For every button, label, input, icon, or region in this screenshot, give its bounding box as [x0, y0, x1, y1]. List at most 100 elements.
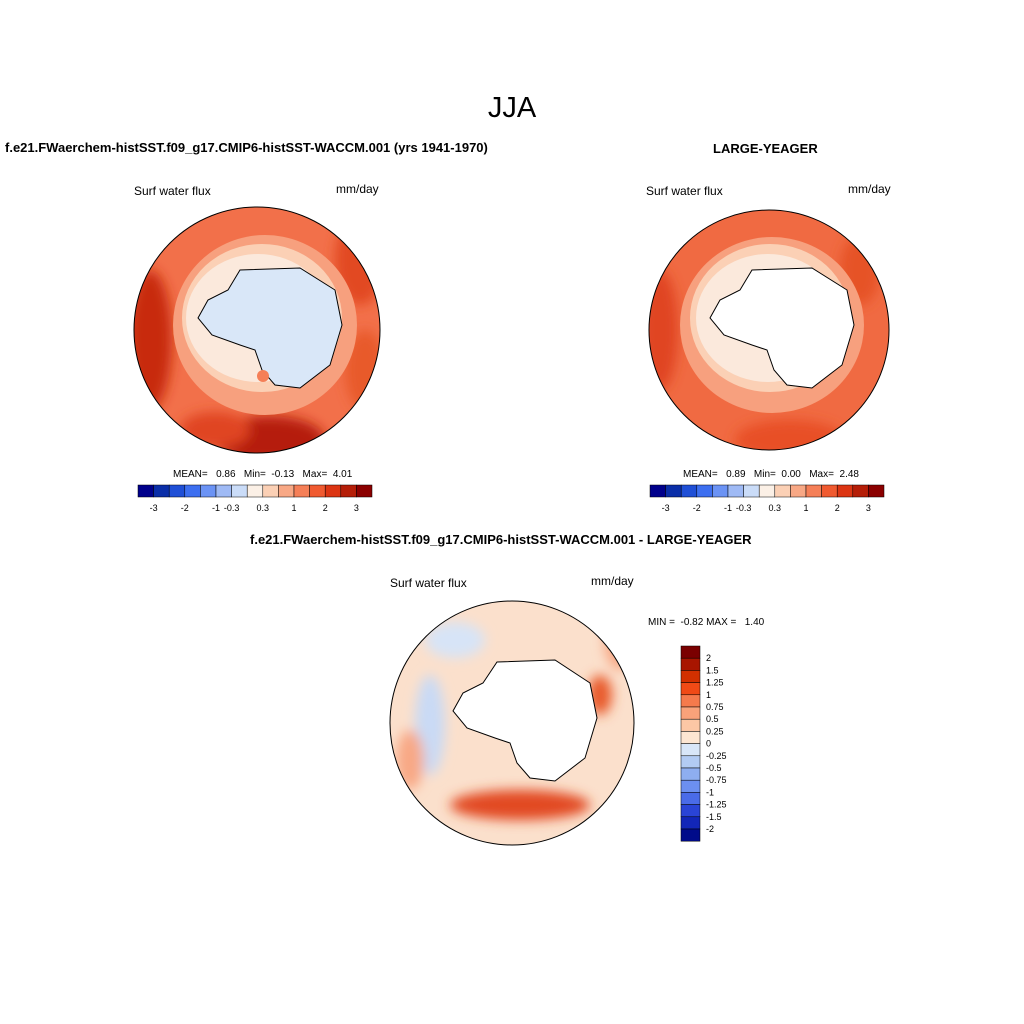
colorbar-tick-label: -0.5 [706, 763, 722, 773]
panel1-map-border [133, 206, 381, 454]
min-label: Min= [243, 469, 266, 480]
colorbar-swatch [184, 484, 201, 498]
colorbar-tick-label: -2 [181, 503, 189, 513]
colorbar-swatch [821, 484, 838, 498]
mean-label: MEAN= [173, 469, 208, 480]
colorbar-swatch [680, 670, 701, 683]
panel1-title: f.e21.FWaerchem-histSST.f09_g17.CMIP6-hi… [5, 140, 488, 155]
colorbar-swatch [278, 484, 295, 498]
colorbar-swatch [649, 484, 666, 498]
colorbar-tick-label: -1.25 [706, 800, 727, 810]
colorbar-swatch [680, 755, 701, 769]
colorbar-tick-label: 1 [803, 503, 808, 513]
panel2-title: LARGE-YEAGER [713, 141, 818, 156]
max-value: 2.48 [839, 469, 859, 480]
panel3-variable-label: Surf water flux [390, 576, 467, 590]
min-value: 0.00 [781, 469, 801, 480]
colorbar-tick-label: 0.25 [706, 726, 724, 736]
colorbar-swatch [340, 484, 357, 498]
colorbar-tick-label: 1.5 [706, 665, 719, 675]
colorbar-swatch [680, 706, 701, 720]
colorbar-swatch [727, 484, 744, 498]
max-value: 4.01 [332, 469, 353, 480]
colorbar-swatch [200, 484, 217, 498]
colorbar-tick-label: 3 [354, 503, 359, 513]
colorbar-swatch [758, 484, 776, 498]
panel3-map-border [389, 600, 635, 846]
panel1-stats: MEAN= 0.86 Min= -0.13 Max= 4.01 [173, 469, 352, 480]
colorbar-swatch [262, 484, 279, 498]
colorbar-swatch [712, 484, 729, 498]
max-label: Max= [809, 469, 834, 480]
colorbar-swatch [680, 816, 701, 830]
colorbar-tick-label: -0.3 [224, 503, 240, 513]
colorbar-swatch [680, 767, 701, 781]
figure-title: JJA [487, 92, 537, 124]
colorbar-tick-label: 3 [866, 503, 871, 513]
colorbar-swatch [680, 657, 701, 671]
colorbar-tick-label: -1 [706, 787, 714, 797]
colorbar-tick-label: -0.25 [706, 751, 727, 761]
colorbar-swatch [324, 484, 342, 498]
colorbar-swatch [774, 484, 791, 498]
colorbar-swatch [680, 743, 701, 757]
colorbar-tick-label: 0 [706, 739, 711, 749]
colorbar-tick-label: -1 [724, 503, 732, 513]
colorbar-swatch [168, 484, 186, 498]
max-label: Max= [302, 469, 328, 480]
max-value: 1.40 [744, 617, 765, 628]
min-value: -0.13 [271, 469, 295, 480]
colorbar-tick-label: -1 [212, 503, 220, 513]
colorbar-swatch [680, 828, 701, 842]
panel2-colorbar: -3 -2 -1 -0.3 0.3 1 2 3 [649, 484, 885, 513]
colorbar-swatch [309, 484, 326, 498]
colorbar-swatch [231, 484, 248, 498]
colorbar-tick-label: 2 [835, 503, 840, 513]
colorbar-swatch [852, 484, 869, 498]
colorbar-swatch [680, 804, 701, 818]
colorbar-tick-label: 2 [706, 653, 711, 663]
panel3-title: f.e21.FWaerchem-histSST.f09_g17.CMIP6-hi… [250, 532, 752, 547]
colorbar-swatch [680, 731, 701, 744]
panel1-colorbar: -3 -2 -1 -0.3 0.3 1 2 3 [137, 484, 373, 513]
colorbar-swatch [153, 484, 170, 498]
colorbar-swatch [680, 792, 701, 805]
colorbar-tick-label: -0.75 [706, 775, 727, 785]
mean-label: MEAN= [683, 469, 718, 480]
colorbar-swatch [680, 645, 701, 659]
panel2-units-label: mm/day [848, 182, 891, 196]
colorbar-tick-label: 1 [291, 503, 296, 513]
colorbar-swatch [665, 484, 682, 498]
colorbar-tick-label: 2 [323, 503, 328, 513]
panel2-stats: MEAN= 0.89 Min= 0.00 Max= 2.48 [683, 469, 859, 480]
panel2-map [649, 210, 889, 450]
panel3-units-label: mm/day [591, 574, 634, 588]
panel1-variable-label: Surf water flux [134, 184, 211, 198]
min-label: MIN = [648, 617, 675, 628]
colorbar-swatch [868, 484, 885, 498]
colorbar-tick-label: 0.3 [257, 503, 270, 513]
colorbar-tick-label: 0.3 [769, 503, 782, 513]
panel2-map-border [648, 209, 890, 451]
colorbar-tick-label: 1.25 [706, 678, 724, 688]
colorbar-swatch [680, 682, 701, 696]
colorbar-swatch [293, 484, 310, 498]
panel2-variable-label: Surf water flux [646, 184, 723, 198]
colorbar-swatch [680, 718, 701, 732]
colorbar-tick-label: -0.3 [736, 503, 752, 513]
mean-value: 0.86 [216, 469, 236, 480]
panel3-stats: MIN = -0.82 MAX = 1.40 [648, 617, 764, 628]
colorbar-swatch [743, 484, 760, 498]
colorbar-tick-label: 0.75 [706, 702, 724, 712]
colorbar-tick-label: -3 [150, 503, 158, 513]
min-value: -0.82 [680, 617, 704, 628]
colorbar-swatch [696, 484, 713, 498]
colorbar-swatch [805, 484, 822, 498]
colorbar-swatch [215, 484, 232, 498]
colorbar-swatch [836, 484, 854, 498]
panel3-map [390, 601, 634, 845]
colorbar-swatch [356, 484, 373, 498]
colorbar-tick-label: -2 [706, 824, 714, 834]
colorbar-tick-label: -2 [693, 503, 701, 513]
